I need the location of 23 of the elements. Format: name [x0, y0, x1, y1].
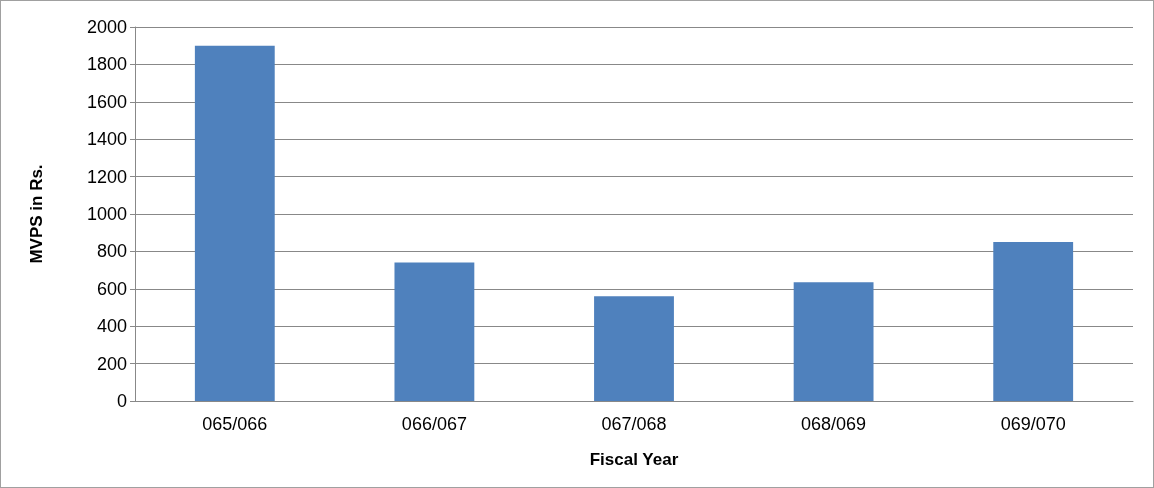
y-tick-label: 800: [96, 241, 127, 262]
y-axis-title: MVPS in Rs.: [27, 164, 46, 264]
y-tick-label: 1400: [86, 129, 127, 150]
x-tick-label: 069/070: [1000, 414, 1066, 434]
y-tick-label: 1800: [86, 54, 127, 75]
y-tick-label: 2000: [86, 17, 127, 37]
x-tick-label: 065/066: [202, 414, 268, 434]
y-tick-label: 400: [96, 316, 127, 337]
bar: [594, 296, 674, 401]
bar: [394, 262, 475, 401]
y-tick-label: 200: [96, 353, 127, 374]
bar: [194, 45, 275, 401]
x-axis-title: Fiscal Year: [589, 450, 679, 469]
bar: [993, 242, 1074, 401]
x-tick-label: 067/068: [601, 414, 667, 434]
y-tick-label: 600: [96, 278, 127, 299]
y-tick-label: 1000: [86, 204, 127, 224]
x-tick-label: 066/067: [401, 414, 467, 434]
y-tick-label: 0: [116, 391, 127, 411]
x-tick-label: 068/069: [801, 414, 867, 434]
y-tick-label: 1600: [86, 91, 127, 112]
y-tick-label: 1200: [86, 166, 127, 187]
bar: [793, 282, 874, 401]
